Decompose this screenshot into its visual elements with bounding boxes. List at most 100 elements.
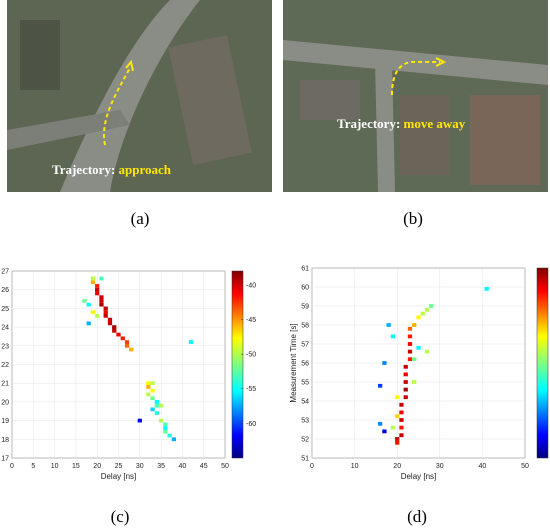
heat-cell (124, 340, 130, 344)
aerial-image-a (7, 0, 272, 192)
heat-cell (90, 280, 96, 285)
colorbar-tick-label: -60 (246, 421, 256, 428)
x-tick-label: 10 (351, 463, 359, 470)
y-tick-label: 26 (1, 287, 9, 294)
heat-cell (407, 357, 413, 362)
heat-cell (395, 440, 400, 445)
caption: (a) (131, 209, 150, 228)
y-axis-label: Measurement Time [s] (289, 323, 298, 402)
heat-cell (424, 349, 430, 354)
y-tick-label: 18 (1, 437, 9, 444)
heat-cell (146, 392, 151, 397)
colorbar (536, 267, 549, 459)
heat-cell (399, 433, 404, 438)
heat-cell (146, 385, 151, 389)
heat-cell (120, 336, 125, 341)
x-tick-label: 40 (479, 463, 487, 470)
y-tick-label: 19 (1, 418, 9, 425)
heat-cell (103, 310, 108, 315)
heat-cell (116, 332, 121, 337)
colorbar-tick-label: -50 (246, 352, 256, 359)
y-tick-label: 27 (1, 269, 9, 276)
y-tick-label: 59 (301, 304, 309, 311)
heat-cell (163, 422, 168, 427)
heat-cell (99, 299, 104, 303)
heat-cell (399, 418, 404, 422)
x-axis-label: Delay [ns] (401, 472, 437, 481)
trajectory-label: Trajectory: move away (337, 116, 466, 131)
y-tick-label: 58 (301, 323, 309, 330)
heat-cell (158, 403, 164, 408)
heat-cell (386, 323, 391, 327)
y-tick-label: 17 (1, 456, 9, 463)
heat-cell (103, 306, 108, 311)
heat-cell (99, 302, 104, 307)
x-tick-label: 10 (51, 463, 59, 470)
y-tick-label: 21 (1, 381, 9, 388)
heat-cell (390, 425, 396, 430)
heat-cell (150, 396, 155, 401)
heat-cell (150, 388, 155, 393)
y-tick-label: 60 (301, 285, 309, 292)
heat-cell (86, 321, 91, 326)
heat-cell (424, 307, 430, 312)
heat-cell (158, 418, 164, 423)
y-tick-label: 53 (301, 418, 309, 425)
heat-cell (407, 342, 413, 346)
heat-cell (382, 361, 387, 365)
heat-cell (95, 314, 100, 318)
heat-cell (150, 407, 155, 412)
caption: (c) (111, 507, 130, 526)
x-tick-label: 25 (115, 463, 123, 470)
heat-cell (412, 323, 417, 327)
heat-cell (378, 421, 383, 426)
x-axis-label: Delay [ns] (101, 472, 137, 481)
x-tick-label: 45 (200, 463, 208, 470)
y-tick-label: 22 (1, 362, 9, 369)
heat-cell (403, 395, 408, 400)
heat-cell (171, 437, 177, 442)
heat-cell (95, 284, 100, 288)
y-tick-label: 56 (301, 361, 309, 368)
y-tick-label: 52 (301, 437, 309, 444)
heat-cell (163, 429, 168, 434)
heat-cell (154, 411, 159, 415)
heat-cell (403, 380, 408, 384)
y-tick-label: 51 (301, 456, 309, 463)
heat-cell (99, 295, 104, 300)
heat-cell (112, 325, 117, 329)
x-tick-label: 40 (179, 463, 187, 470)
y-tick-label: 23 (1, 343, 9, 350)
heat-cell (416, 315, 421, 320)
heat-cell (403, 364, 408, 369)
x-tick-label: 30 (436, 463, 444, 470)
heat-cell (112, 328, 117, 333)
x-tick-label: 15 (72, 463, 80, 470)
heat-cell (137, 418, 142, 423)
heat-cell (412, 380, 417, 384)
heat-cell (416, 345, 421, 350)
heat-cell (167, 433, 172, 438)
x-tick-label: 0 (10, 463, 14, 470)
heat-cell (378, 383, 383, 388)
heat-cell (403, 372, 408, 377)
heat-cell (99, 276, 104, 281)
heat-cell (95, 287, 100, 292)
y-tick-label: 57 (301, 342, 309, 349)
heat-cell (86, 302, 91, 307)
heat-cell (90, 310, 96, 315)
heat-cell (95, 291, 100, 296)
heat-cell (407, 349, 413, 354)
colorbar-tick-label: -45 (246, 317, 256, 324)
heat-cell (82, 299, 87, 303)
heat-cell (395, 395, 400, 400)
heat-cell (420, 311, 425, 316)
heat-cell (103, 314, 108, 318)
heat-cell (163, 426, 168, 430)
heat-cell (90, 276, 96, 281)
heat-cell (395, 437, 400, 441)
x-tick-label: 35 (157, 463, 165, 470)
x-tick-label: 50 (521, 463, 529, 470)
heat-cell (399, 402, 404, 407)
heat-cell (154, 400, 159, 404)
